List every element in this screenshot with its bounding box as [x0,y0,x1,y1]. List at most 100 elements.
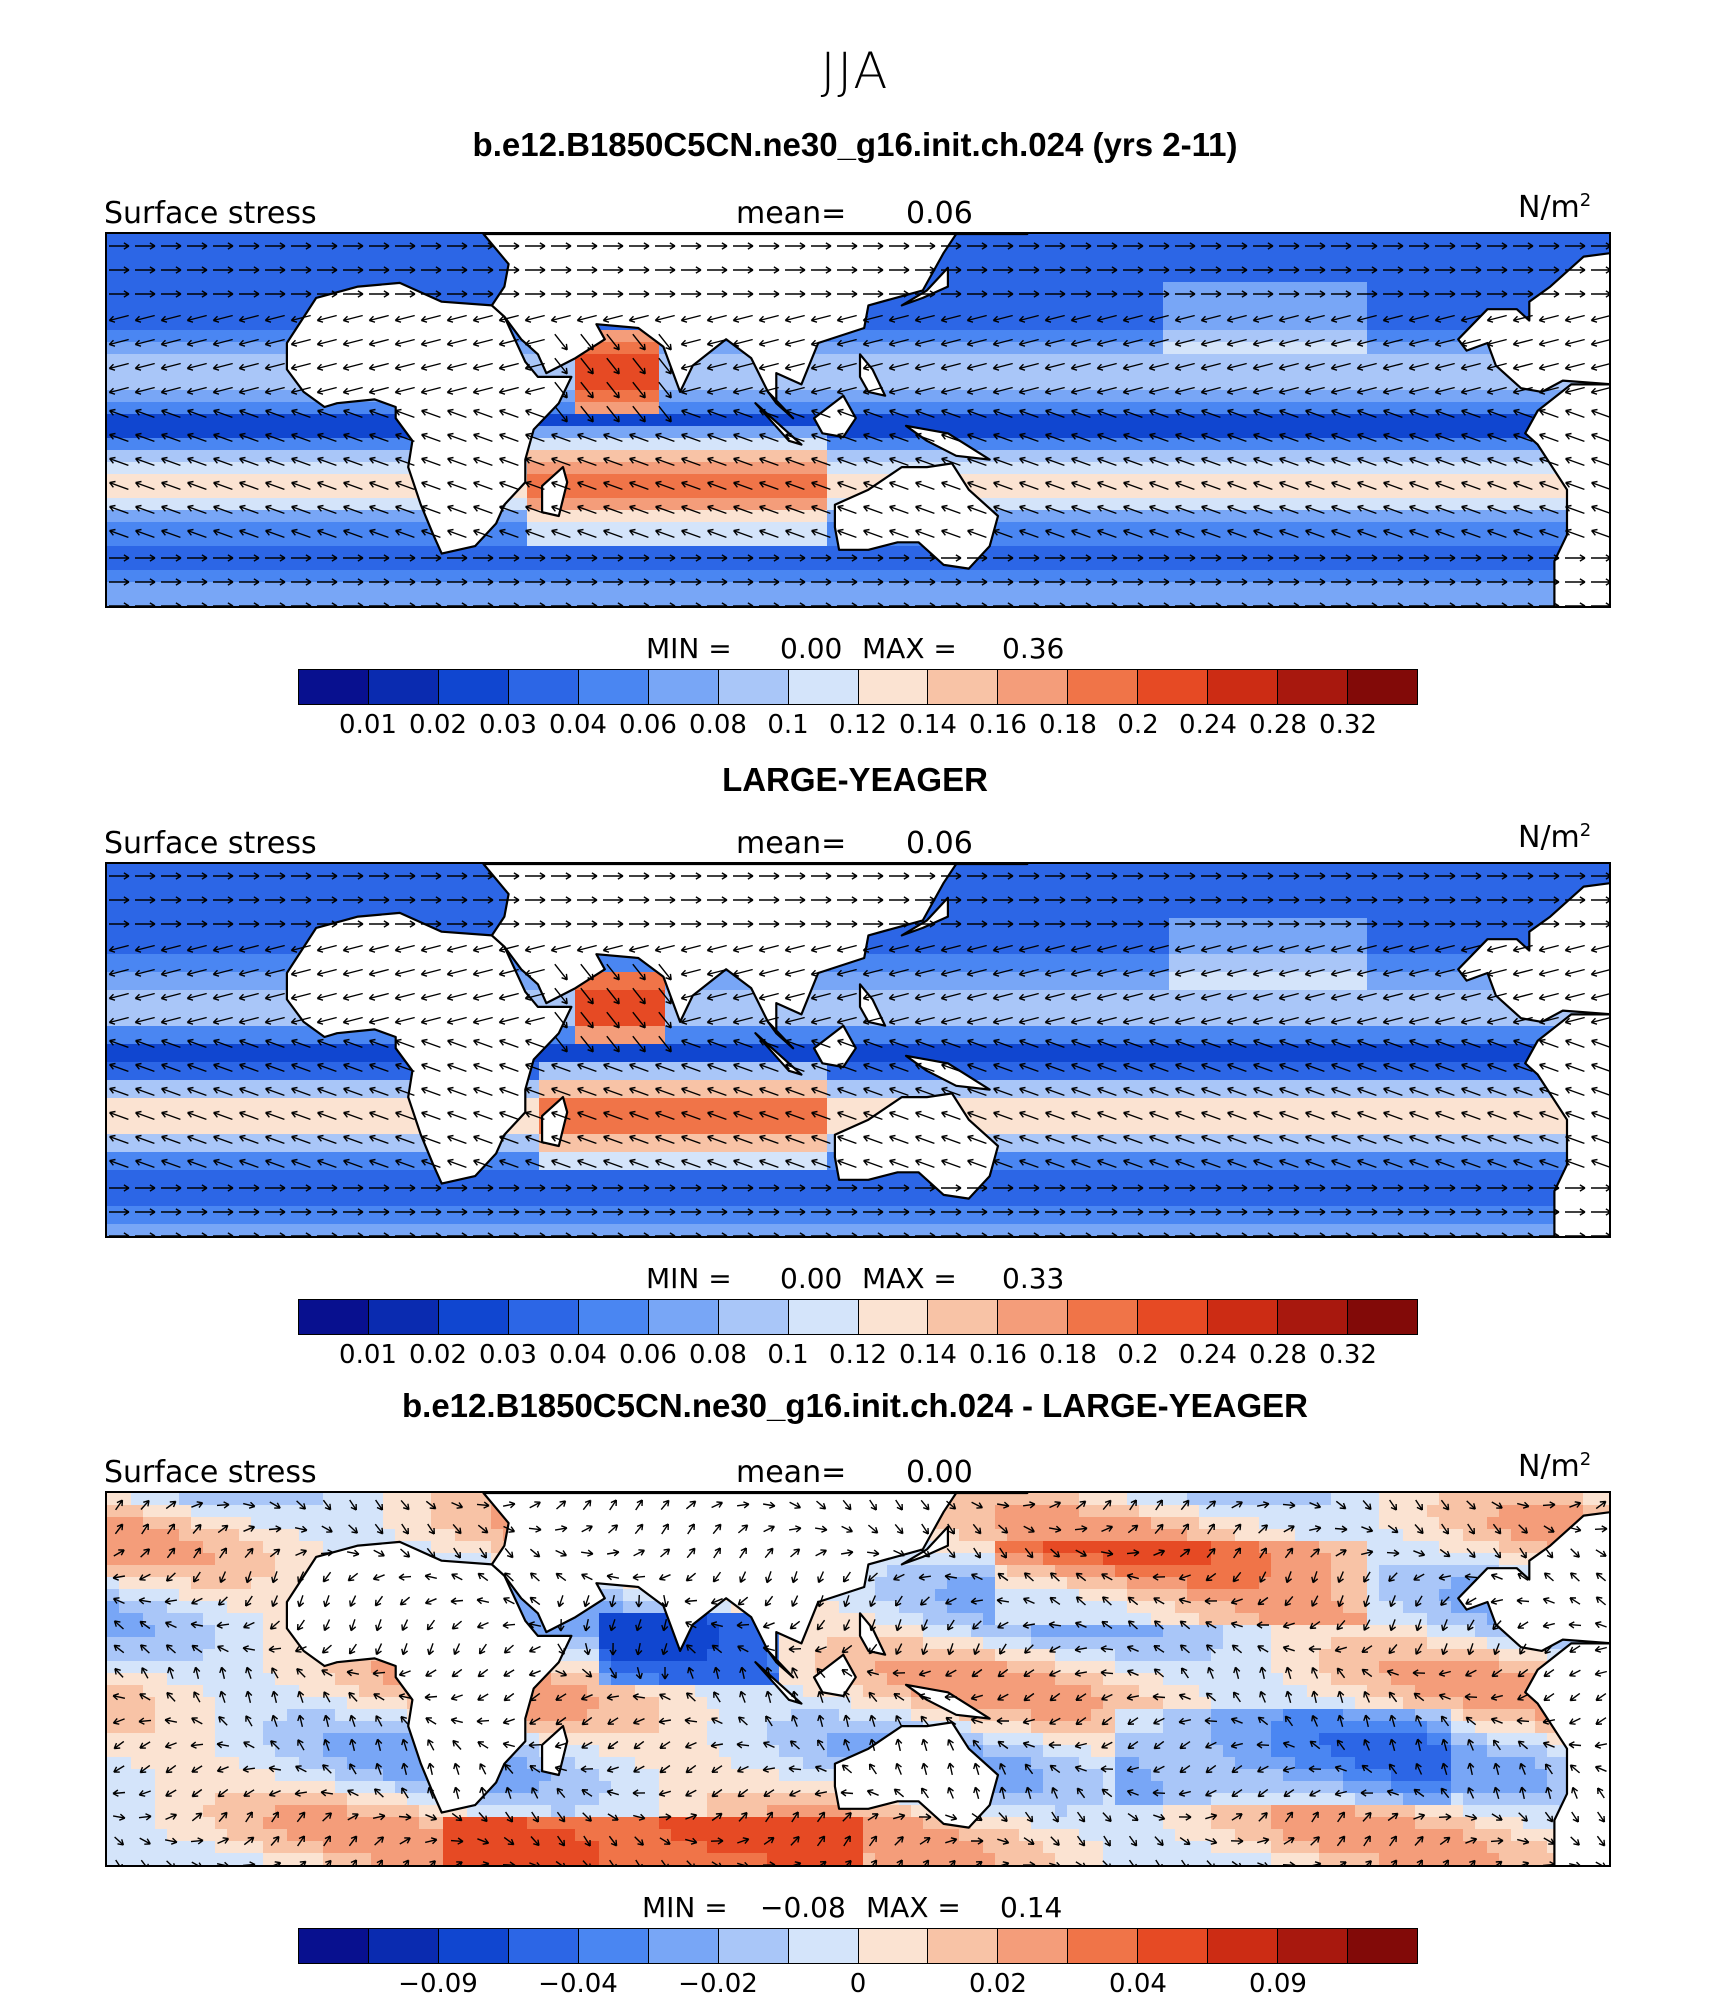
panel-1-max-value: 0.36 [1002,632,1065,665]
panel-1-map [105,232,1611,608]
panel-2-left-label: Surface stress [104,826,317,861]
colorbar-swatch [718,670,789,704]
colorbar-swatch [788,1929,859,1963]
panel-1-title: b.e12.B1850C5CN.ne30_g16.init.ch.024 (yr… [472,126,1238,163]
panel-2-colorbar-ticks: 0.01 0.02 0.03 0.04 0.06 0.08 0.1 0.12 0.14 0.16 0… [0,1340,1710,1372]
colorbar-swatch [998,1300,1069,1334]
colorbar-swatch [1208,1300,1279,1334]
colorbar-swatch [718,1300,789,1334]
colorbar-tick-label: 0.28 [1249,710,1307,740]
colorbar-swatch [858,1929,929,1963]
colorbar-swatch [928,1300,999,1334]
colorbar-swatch [578,1300,649,1334]
panel-1-min-label: MIN = [646,632,732,665]
units-base: N/m [1518,1449,1580,1484]
panel-2-units: N/m2 [1518,820,1591,855]
colorbar-tick-label: 0.32 [1319,710,1377,740]
colorbar-tick-label: 0.06 [619,1340,677,1370]
panel-3-mean-value: 0.00 [906,1455,973,1490]
panel-1-min-value: 0.00 [780,632,843,665]
colorbar-tick-label: 0.01 [339,710,397,740]
colorbar-tick-label: 0.02 [409,710,467,740]
panel-2-max-value: 0.33 [1002,1262,1065,1295]
colorbar-tick-label: 0 [849,1969,867,1999]
panel-2-colorbar [298,1299,1418,1335]
panel-3-colorbar-ticks: −0.09 −0.04 −0.02 0 0.02 0.04 0.09 [0,1969,1710,2001]
panel-3-map [105,1491,1611,1867]
colorbar-swatch [648,1929,719,1963]
units-base: N/m [1518,820,1580,855]
colorbar-swatch [1138,1300,1209,1334]
colorbar-swatch [1208,670,1279,704]
colorbar-swatch [1278,1300,1349,1334]
colorbar-tick-label: 0.14 [899,1340,957,1370]
panel-2-mean-value: 0.06 [906,826,973,861]
colorbar-swatch [508,670,579,704]
colorbar-tick-label: 0.28 [1249,1340,1307,1370]
colorbar-swatch [858,1300,929,1334]
panel-2-max-label: MAX = [862,1262,957,1295]
colorbar-tick-label: −0.04 [538,1969,618,1999]
colorbar-swatch [438,1929,509,1963]
colorbar-swatch [928,670,999,704]
colorbar-swatch [1208,1929,1279,1963]
colorbar-tick-label: −0.02 [678,1969,758,1999]
colorbar-swatch [578,1929,649,1963]
panel-1-mean-value: 0.06 [906,196,973,231]
map-field-1 [107,234,1609,606]
colorbar-tick-label: 0.02 [969,1969,1027,1999]
colorbar-tick-label: 0.04 [549,1340,607,1370]
panel-3-mean-label: mean= [736,1455,847,1490]
panel-2-mean-label: mean= [736,826,847,861]
colorbar-swatch [1138,670,1209,704]
colorbar-swatch [1068,1300,1139,1334]
colorbar-tick-label: 0.16 [969,710,1027,740]
colorbar-tick-label: 0.12 [829,1340,887,1370]
panel-1-mean-label: mean= [736,196,847,231]
panel-1-colorbar [298,669,1418,705]
colorbar-tick-label: 0.1 [767,1340,809,1370]
colorbar-tick-label: 0.18 [1039,710,1097,740]
colorbar-swatch [368,1929,439,1963]
colorbar-swatch [648,670,719,704]
colorbar-tick-label: 0.08 [689,1340,747,1370]
colorbar-swatch [998,1929,1069,1963]
colorbar-swatch [438,1300,509,1334]
colorbar-swatch [299,670,369,704]
colorbar-tick-label: 0.2 [1117,710,1159,740]
colorbar-tick-label: 0.08 [689,710,747,740]
colorbar-swatch [1348,1300,1417,1334]
colorbar-tick-label: 0.09 [1249,1969,1307,1999]
colorbar-tick-label: 0.24 [1179,1340,1237,1370]
panel-1-colorbar-ticks: 0.01 0.02 0.03 0.04 0.06 0.08 0.1 0.12 0.14 0.16 0… [0,710,1710,742]
colorbar-tick-label: 0.03 [479,710,537,740]
colorbar-swatch [1068,1929,1139,1963]
colorbar-swatch [1068,670,1139,704]
colorbar-swatch [368,1300,439,1334]
panel-3-colorbar [298,1928,1418,1964]
colorbar-tick-label: 0.2 [1117,1340,1159,1370]
colorbar-tick-label: 0.04 [549,710,607,740]
panel-1-left-label: Surface stress [104,196,317,231]
colorbar-swatch [858,670,929,704]
colorbar-swatch [998,670,1069,704]
units-exponent: 2 [1579,1449,1592,1470]
colorbar-tick-label: 0.16 [969,1340,1027,1370]
panel-3-min-label: MIN = [642,1891,728,1924]
colorbar-tick-label: 0.24 [1179,710,1237,740]
panel-3-title: b.e12.B1850C5CN.ne30_g16.init.ch.024 - L… [402,1387,1308,1424]
units-exponent: 2 [1579,190,1592,211]
colorbar-tick-label: 0.02 [409,1340,467,1370]
colorbar-swatch [508,1929,579,1963]
colorbar-swatch [648,1300,719,1334]
units-base: N/m [1518,190,1580,225]
panel-3-left-label: Surface stress [104,1455,317,1490]
colorbar-swatch [1348,1929,1417,1963]
colorbar-tick-label: 0.06 [619,710,677,740]
colorbar-swatch [578,670,649,704]
colorbar-swatch [928,1929,999,1963]
panel-3-max-value: 0.14 [1000,1891,1063,1924]
panel-3-max-label: MAX = [866,1891,961,1924]
colorbar-tick-label: 0.18 [1039,1340,1097,1370]
colorbar-swatch [299,1300,369,1334]
